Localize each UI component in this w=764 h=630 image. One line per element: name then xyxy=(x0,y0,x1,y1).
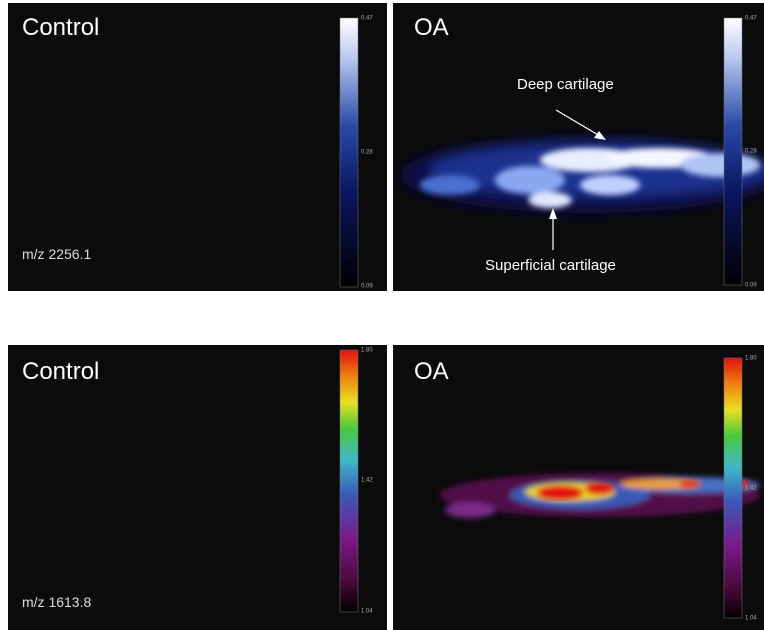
colorbar xyxy=(724,358,742,618)
colorbar-mid: 1.42 xyxy=(361,478,373,484)
colorbar xyxy=(340,350,358,612)
mz-label: m/z 2256.1 xyxy=(22,246,91,262)
colorbar-max: 1.80 xyxy=(745,356,757,362)
colorbar-mid: 1.42 xyxy=(745,486,757,492)
panel-label: Control xyxy=(22,14,99,41)
colorbar-min: 0.09 xyxy=(745,283,757,289)
annotation: Superficial cartilage xyxy=(485,257,616,274)
panel-label: OA xyxy=(414,14,449,41)
mz-label: m/z 1613.8 xyxy=(22,594,91,610)
colorbar-max: 0.47 xyxy=(745,16,757,22)
colorbar xyxy=(724,18,742,285)
colorbar-min: 1.04 xyxy=(361,609,373,615)
colorbar-max: 1.80 xyxy=(361,348,373,354)
panel xyxy=(8,345,387,630)
colorbar-max: 0.47 xyxy=(361,16,373,22)
colorbar xyxy=(340,18,358,287)
page: 0.47 0.28 0.09 1.80 1.42 1.04 0.47 0.28 … xyxy=(0,0,764,630)
colorbar-mid: 0.28 xyxy=(361,150,373,156)
panel-label: Control xyxy=(22,358,99,385)
colorbar-mid: 0.28 xyxy=(745,149,757,155)
colorbar-min: 0.09 xyxy=(361,284,373,290)
panel-label: OA xyxy=(414,358,449,385)
figure: 0.47 0.28 0.09 1.80 1.42 1.04 0.47 0.28 … xyxy=(0,0,764,630)
annotation: Deep cartilage xyxy=(517,76,614,93)
colorbar-min: 1.04 xyxy=(745,616,757,622)
